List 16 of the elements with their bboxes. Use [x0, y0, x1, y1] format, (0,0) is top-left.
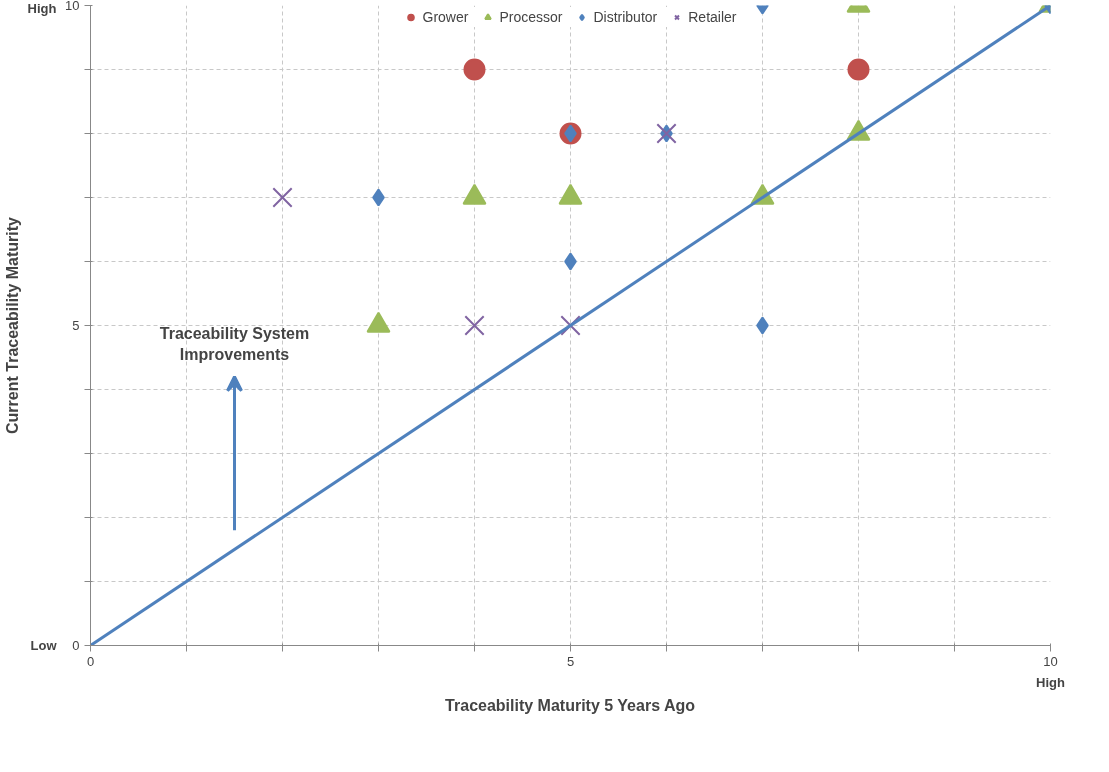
y-tick-label: 10 — [65, 0, 80, 13]
x-tick-label: 10 — [1043, 653, 1058, 669]
x-tick-label: 0 — [86, 653, 95, 669]
y-tick-label: 5 — [72, 318, 80, 333]
x-tick-label: 5 — [566, 653, 575, 669]
legend-label: Retailer — [688, 9, 737, 25]
text: High — [1036, 674, 1065, 690]
legend-label: Distributor — [593, 9, 658, 25]
text: Low — [30, 638, 58, 653]
y-tick-label: 0 — [72, 638, 80, 653]
legend-label: Processor — [499, 9, 563, 25]
text: High — [27, 0, 57, 16]
y-axis-title: Current Traceability Maturity — [3, 216, 21, 434]
annotation: Traceability System Improvements — [159, 325, 310, 363]
x-axis-title: Traceability Maturity 5 Years Ago — [445, 696, 696, 714]
legend-label: Grower — [422, 9, 469, 25]
